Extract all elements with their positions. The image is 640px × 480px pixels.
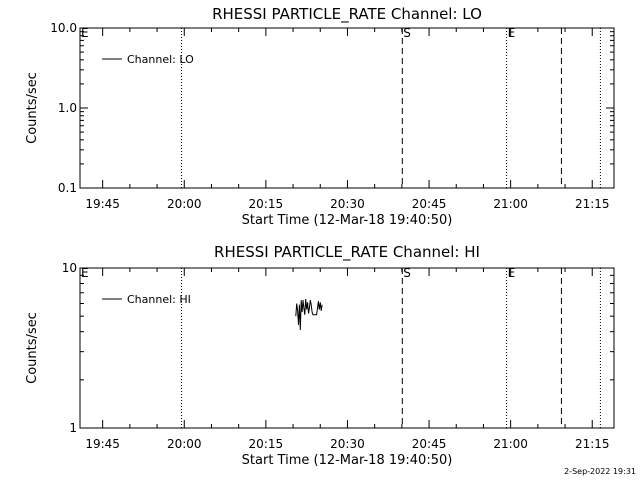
y-tick-label: 1 bbox=[69, 421, 77, 435]
x-tick-label: 20:45 bbox=[412, 197, 447, 211]
x-tick-label: 20:15 bbox=[249, 437, 284, 451]
x-axis-label: Start Time (12-Mar-18 19:40:50) bbox=[242, 453, 453, 468]
event-label: E bbox=[508, 26, 516, 40]
x-tick-label: 20:30 bbox=[330, 437, 365, 451]
lo-channel-panel: RHESSI PARTICLE_RATE Channel: LO Start Ti… bbox=[25, 5, 615, 228]
date-stamp: 2-Sep-2022 19:31 bbox=[564, 467, 636, 476]
x-axis-label: Start Time (12-Mar-18 19:40:50) bbox=[242, 213, 453, 228]
x-tick-label: 21:00 bbox=[493, 197, 528, 211]
y-tick-label: 10 bbox=[62, 261, 77, 275]
legend-label: Channel: HI bbox=[127, 293, 191, 306]
chart-title: RHESSI PARTICLE_RATE Channel: HI bbox=[214, 243, 480, 262]
chart-title: RHESSI PARTICLE_RATE Channel: LO bbox=[212, 5, 482, 24]
series-line-0 bbox=[295, 298, 323, 331]
x-tick-label: 20:00 bbox=[167, 437, 202, 451]
x-tick-label: 20:30 bbox=[330, 197, 365, 211]
event-label: E bbox=[81, 26, 89, 40]
x-tick-label: 20:00 bbox=[167, 197, 202, 211]
x-tick-label: 21:15 bbox=[575, 437, 610, 451]
event-label: E bbox=[508, 266, 516, 280]
event-label: E bbox=[81, 266, 89, 280]
plot-frame bbox=[79, 27, 615, 189]
event-label: S bbox=[403, 266, 411, 280]
x-tick-label: 20:15 bbox=[249, 197, 284, 211]
x-tick-label: 21:15 bbox=[575, 197, 610, 211]
y-tick-label: 1.0 bbox=[58, 101, 77, 115]
event-label: S bbox=[403, 26, 411, 40]
plot-frame bbox=[79, 267, 615, 429]
x-tick-label: 19:45 bbox=[85, 437, 120, 451]
x-tick-label: 21:00 bbox=[493, 437, 528, 451]
hi-channel-panel: RHESSI PARTICLE_RATE Channel: HI Start Ti… bbox=[25, 243, 615, 468]
x-tick-label: 19:45 bbox=[85, 197, 120, 211]
y-tick-label: 10.0 bbox=[50, 21, 77, 35]
y-axis-label: Counts/sec bbox=[25, 312, 40, 384]
y-axis-label: Counts/sec bbox=[25, 72, 40, 144]
x-tick-label: 20:45 bbox=[412, 437, 447, 451]
y-tick-label: 0.1 bbox=[58, 181, 77, 195]
legend-label: Channel: LO bbox=[127, 53, 194, 66]
